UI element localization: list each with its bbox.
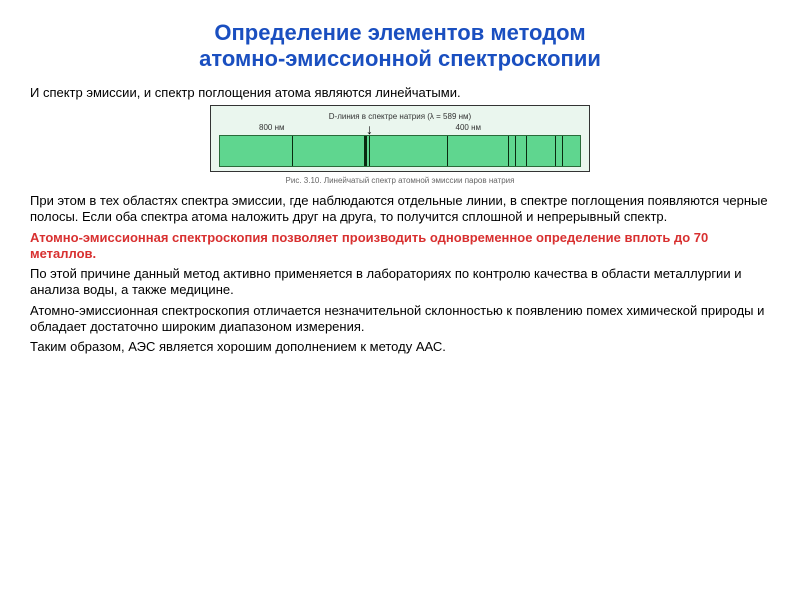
- spectral-line: [515, 136, 516, 166]
- slide-title: Определение элементов методом атомно-эми…: [30, 20, 770, 73]
- figure-scale-row: 800 нм 400 нм: [219, 123, 581, 133]
- spectral-line: [526, 136, 527, 166]
- figure-top-label: D-линия в спектре натрия (λ = 589 нм): [219, 112, 581, 121]
- spectral-line: [508, 136, 509, 166]
- scale-right-label: 400 нм: [456, 123, 482, 132]
- spectrum-figure: D-линия в спектре натрия (λ = 589 нм) ↓ …: [210, 105, 590, 185]
- figure-frame: D-линия в спектре натрия (λ = 589 нм) ↓ …: [210, 105, 590, 172]
- paragraph-3: Атомно-эмиссионная спектроскопия отличае…: [30, 303, 770, 336]
- spectrum-bar: [219, 135, 581, 167]
- highlight-paragraph: Атомно-эмиссионная спектроскопия позволя…: [30, 230, 770, 263]
- figure-caption: Рис. 3.10. Линейчатый спектр атомной эми…: [210, 176, 590, 185]
- spectral-line: [292, 136, 293, 166]
- paragraph-2: По этой причине данный метод активно при…: [30, 266, 770, 299]
- paragraph-1: При этом в тех областях спектра эмиссии,…: [30, 193, 770, 226]
- title-line-1: Определение элементов методом: [214, 20, 585, 45]
- spectral-line: [369, 136, 370, 166]
- spectral-line: [562, 136, 563, 166]
- paragraph-4: Таким образом, АЭС является хорошим допо…: [30, 339, 770, 355]
- spectral-line: [555, 136, 556, 166]
- figure-container: D-линия в спектре натрия (λ = 589 нм) ↓ …: [30, 105, 770, 185]
- spectral-line: [364, 136, 367, 166]
- title-line-2: атомно-эмиссионной спектроскопии: [199, 46, 601, 71]
- scale-left-label: 800 нм: [259, 123, 285, 132]
- spectral-line: [447, 136, 448, 166]
- intro-paragraph: И спектр эмиссии, и спектр поглощения ат…: [30, 85, 770, 101]
